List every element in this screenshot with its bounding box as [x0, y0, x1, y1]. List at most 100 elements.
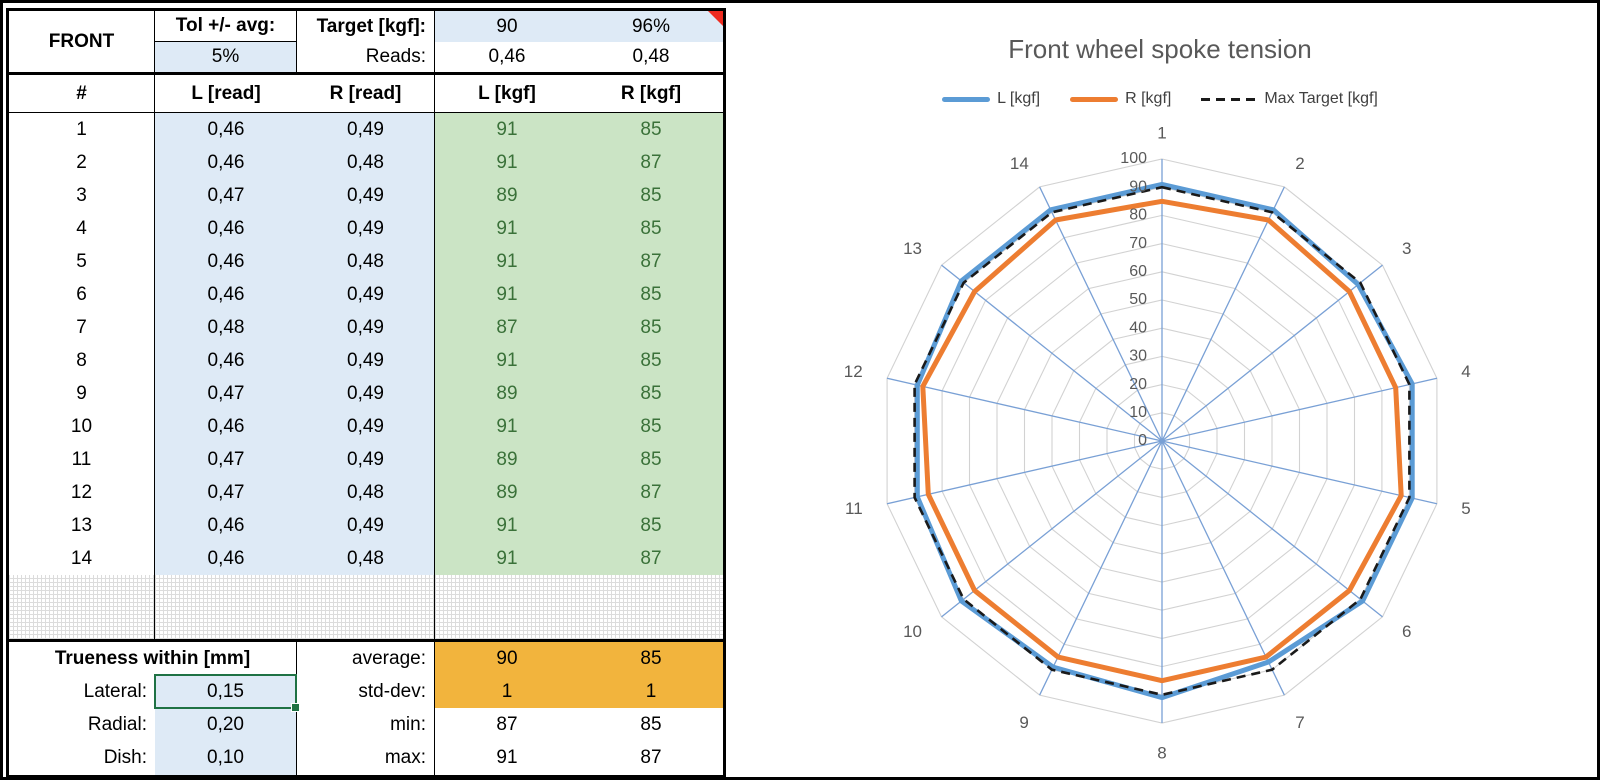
l-read-cell[interactable]: 0,46	[155, 410, 297, 443]
l-kgf-cell[interactable]: 91	[435, 542, 579, 575]
l-read-cell[interactable]: 0,46	[155, 245, 297, 278]
dish-label-cell[interactable]: Dish:	[103, 747, 147, 768]
r-kgf-cell[interactable]: 85	[579, 179, 723, 212]
r-kgf-cell[interactable]: 85	[579, 377, 723, 410]
l-read-cell[interactable]: 0,46	[155, 146, 297, 179]
r-kgf-cell[interactable]: 87	[579, 146, 723, 179]
spoke-number-cell[interactable]: 10	[9, 410, 155, 443]
fill-handle[interactable]	[291, 703, 300, 712]
l-kgf-cell[interactable]: 91	[435, 509, 579, 542]
r-kgf-cell[interactable]: 87	[579, 476, 723, 509]
lateral-value-cell[interactable]: 0,15	[154, 674, 300, 712]
stddev-l-cell[interactable]: 1	[435, 675, 579, 708]
l-kgf-cell[interactable]: 89	[435, 443, 579, 476]
tolerance-value-cell[interactable]: 5%	[155, 42, 297, 72]
min-label-cell[interactable]: min:	[297, 708, 435, 741]
l-kgf-cell[interactable]: 91	[435, 113, 579, 146]
l-read-cell[interactable]: 0,48	[155, 311, 297, 344]
target-percent-cell[interactable]: 96%	[579, 11, 723, 42]
max-l-cell[interactable]: 91	[496, 747, 518, 768]
l-kgf-cell[interactable]: 91	[435, 410, 579, 443]
l-kgf-cell[interactable]: 89	[435, 377, 579, 410]
r-read-cell[interactable]: 0,49	[297, 113, 435, 146]
l-kgf-cell[interactable]: 91	[435, 344, 579, 377]
r-kgf-cell[interactable]: 85	[579, 212, 723, 245]
min-r-cell[interactable]: 85	[640, 713, 662, 735]
average-l-cell[interactable]: 90	[435, 642, 579, 675]
r-read-cell[interactable]: 0,49	[297, 311, 435, 344]
r-kgf-cell[interactable]: 85	[579, 311, 723, 344]
r-read-cell[interactable]: 0,48	[297, 245, 435, 278]
spoke-number-cell[interactable]: 12	[9, 476, 155, 509]
stddev-r-cell[interactable]: 1	[579, 675, 723, 708]
l-kgf-cell[interactable]: 91	[435, 212, 579, 245]
spoke-number-cell[interactable]: 9	[9, 377, 155, 410]
reads-label-cell[interactable]: Reads:	[297, 42, 435, 72]
spoke-number-cell[interactable]: 13	[9, 509, 155, 542]
l-kgf-cell[interactable]: 91	[435, 146, 579, 179]
spoke-number-cell[interactable]: 3	[9, 179, 155, 212]
r-kgf-cell[interactable]: 87	[579, 542, 723, 575]
spoke-number-cell[interactable]: 2	[9, 146, 155, 179]
r-read-cell[interactable]: 0,49	[297, 344, 435, 377]
r-read-cell[interactable]: 0,49	[297, 212, 435, 245]
l-kgf-cell[interactable]: 89	[435, 179, 579, 212]
col-header-r-kgf[interactable]: R [kgf]	[620, 82, 682, 104]
spoke-number-cell[interactable]: 1	[9, 113, 155, 146]
l-kgf-cell[interactable]: 87	[435, 311, 579, 344]
average-label-cell[interactable]: average:	[297, 642, 435, 675]
r-kgf-cell[interactable]: 85	[579, 113, 723, 146]
stddev-label-cell[interactable]: std-dev:	[297, 675, 435, 708]
spoke-number-cell[interactable]: 8	[9, 344, 155, 377]
empty-cell[interactable]	[435, 575, 579, 639]
r-kgf-cell[interactable]: 85	[579, 443, 723, 476]
r-read-cell[interactable]: 0,49	[297, 278, 435, 311]
tolerance-label-cell[interactable]: Tol +/- avg:	[155, 11, 297, 42]
dish-value-cell[interactable]: 0,10	[155, 741, 297, 775]
empty-cell[interactable]	[9, 575, 155, 639]
l-read-cell[interactable]: 0,47	[155, 476, 297, 509]
reads-left-cell[interactable]: 0,46	[488, 46, 526, 67]
spoke-tension-chart[interactable]: 1 2 3 4 5 6 7 8 9 10 11 12 13 14 0 10 20 30 40 50 60 70 80 90 10…	[726, 8, 1594, 772]
r-kgf-cell[interactable]: 85	[579, 410, 723, 443]
empty-cell[interactable]	[579, 575, 723, 639]
l-read-cell[interactable]: 0,47	[155, 377, 297, 410]
spoke-number-cell[interactable]: 5	[9, 245, 155, 278]
r-kgf-cell[interactable]: 87	[579, 245, 723, 278]
spoke-number-cell[interactable]: 14	[9, 542, 155, 575]
col-header-number[interactable]: #	[9, 75, 155, 112]
l-read-cell[interactable]: 0,47	[155, 179, 297, 212]
radial-value-cell[interactable]: 0,20	[155, 708, 297, 741]
radial-label-cell[interactable]: Radial:	[87, 713, 147, 735]
r-read-cell[interactable]: 0,49	[297, 410, 435, 443]
r-read-cell[interactable]: 0,49	[297, 179, 435, 212]
min-l-cell[interactable]: 87	[496, 713, 518, 735]
legend-item-max-target[interactable]: Max Target [kgf]	[1201, 90, 1378, 108]
average-r-cell[interactable]: 85	[579, 642, 723, 675]
r-read-cell[interactable]: 0,49	[297, 509, 435, 542]
r-kgf-cell[interactable]: 85	[579, 344, 723, 377]
lateral-label-cell[interactable]: Lateral:	[83, 680, 147, 702]
legend-item-l[interactable]: L [kgf]	[942, 90, 1040, 108]
max-label-cell[interactable]: max:	[297, 741, 435, 775]
r-read-cell[interactable]: 0,49	[297, 443, 435, 476]
r-read-cell[interactable]: 0,48	[297, 476, 435, 509]
empty-cell[interactable]	[297, 575, 435, 639]
l-kgf-cell[interactable]: 91	[435, 278, 579, 311]
spoke-number-cell[interactable]: 7	[9, 311, 155, 344]
l-read-cell[interactable]: 0,46	[155, 212, 297, 245]
r-kgf-cell[interactable]: 85	[579, 509, 723, 542]
l-kgf-cell[interactable]: 89	[435, 476, 579, 509]
col-header-l-kgf[interactable]: L [kgf]	[478, 82, 536, 104]
trueness-title-cell[interactable]: Trueness within [mm]	[9, 642, 297, 675]
col-header-r-read[interactable]: R [read]	[297, 75, 435, 112]
l-read-cell[interactable]: 0,46	[155, 509, 297, 542]
empty-cell[interactable]	[155, 575, 297, 639]
r-read-cell[interactable]: 0,48	[297, 542, 435, 575]
l-read-cell[interactable]: 0,47	[155, 443, 297, 476]
l-read-cell[interactable]: 0,46	[155, 542, 297, 575]
spoke-number-cell[interactable]: 11	[9, 443, 155, 476]
spoke-number-cell[interactable]: 6	[9, 278, 155, 311]
l-read-cell[interactable]: 0,46	[155, 278, 297, 311]
l-read-cell[interactable]: 0,46	[155, 113, 297, 146]
